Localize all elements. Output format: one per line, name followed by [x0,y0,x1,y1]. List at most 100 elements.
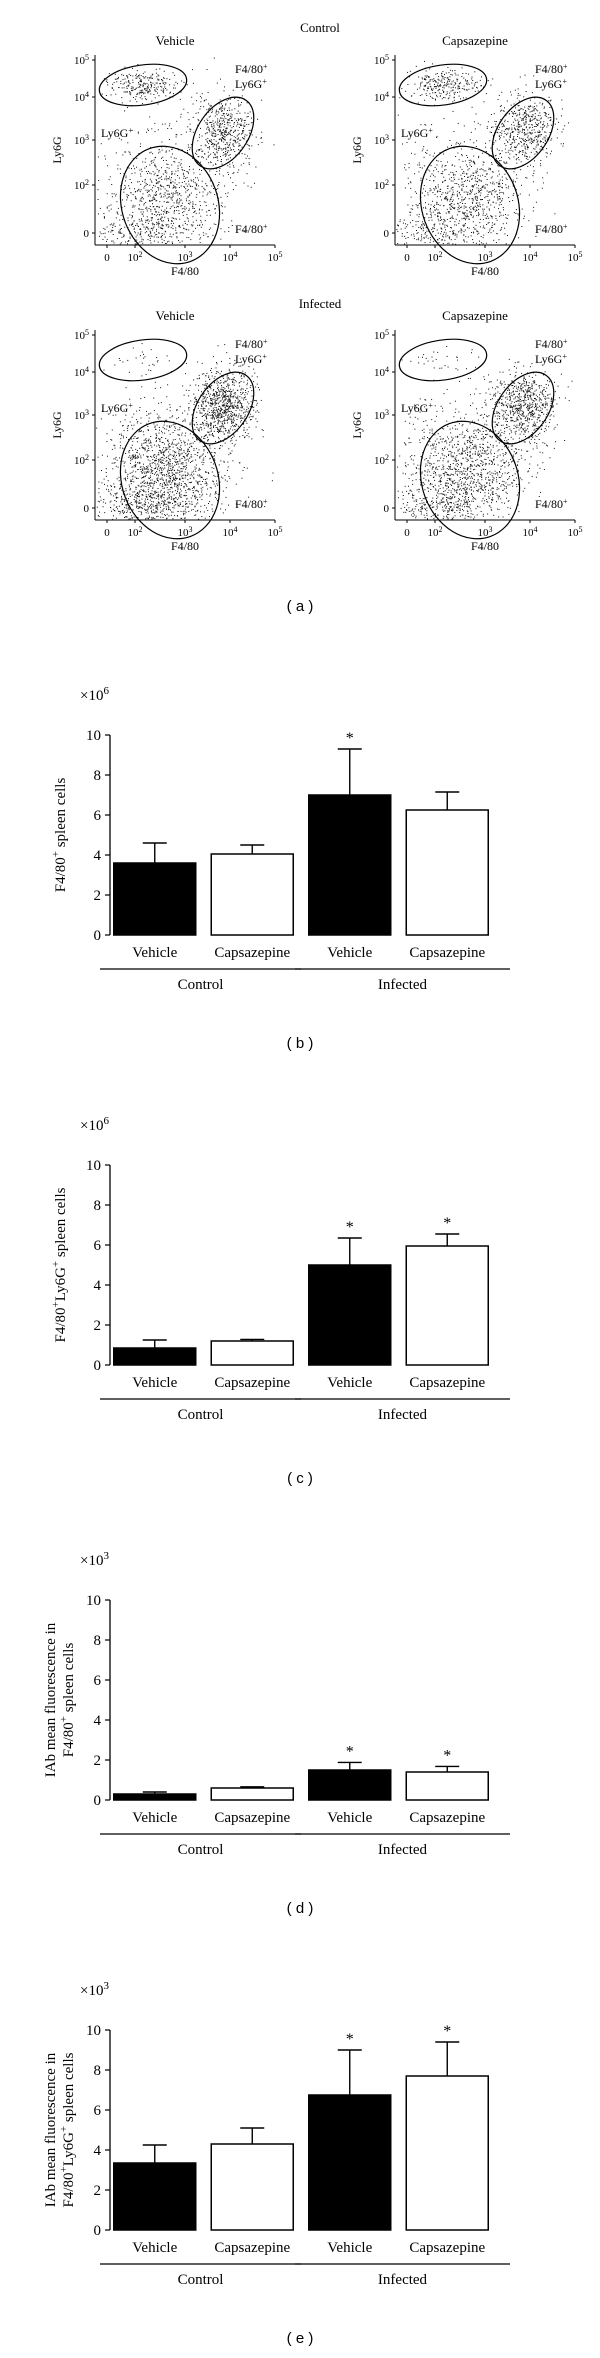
flow-dot [191,414,193,416]
flow-dot [480,242,482,244]
flow-dot [160,85,162,87]
flow-dot [531,119,533,121]
flow-dot [113,89,115,91]
flow-dot [483,234,485,236]
flow-dot [216,363,218,365]
flow-dot [138,75,140,76]
flow-dot [198,385,200,387]
flow-dot [225,147,227,149]
flow-dot [151,235,153,237]
flow-dot [111,439,113,441]
flow-dot [534,108,536,110]
flow-dot [518,114,520,116]
flow-dot [434,166,436,168]
flow-dot [164,230,166,232]
flow-dot [501,126,503,128]
flow-dot [130,92,132,94]
flow-dot [529,111,531,113]
flow-dot [236,113,238,114]
flow-dot [168,196,170,198]
flow-dot [123,490,125,492]
flow-dot [483,101,485,103]
flow-dot [487,222,489,224]
flow-dot [161,86,163,88]
flow-dot [160,196,162,198]
flow-dot [177,167,179,169]
flow-dot [231,225,233,226]
flow-dot [466,185,468,187]
flow-dot [485,170,487,172]
flow-x-tick-label: 104 [223,525,238,540]
flow-dot [463,239,465,241]
flow-dot [104,217,105,219]
flow-dot [131,206,133,208]
flow-dot [123,234,125,236]
flow-dot [156,221,158,223]
flow-dot [192,460,194,462]
flow-dot [488,208,490,210]
flow-dot [464,160,466,162]
flow-dot [516,97,518,99]
flow-dot [502,122,504,124]
flow-dot [415,224,417,226]
flow-dot [220,425,222,427]
flow-dot [172,424,174,426]
flow-dot [142,180,143,182]
flow-dot [255,166,257,168]
flow-dot [219,411,221,413]
flow-dot [208,103,209,105]
flow-dot [206,69,208,70]
flow-dot [125,180,126,182]
flow-dot [486,126,488,128]
flow-dot [132,82,134,84]
flow-dot [493,223,495,225]
flow-dot [177,149,179,151]
flow-dot [212,356,214,358]
flow-dot [229,134,231,136]
flow-dot [442,171,444,173]
flow-dot [240,392,242,393]
flow-dot [148,234,150,236]
flow-dot [474,83,476,85]
flow-dot [180,116,182,118]
flow-dot [199,201,201,203]
flow-dot [167,463,169,465]
flow-dot [227,399,229,401]
flow-dot [219,99,221,101]
flow-dot [233,382,235,384]
flow-dot [428,217,430,219]
flow-dot [171,236,173,238]
flow-dot [167,440,168,442]
flow-dot [207,147,209,149]
flow-dot [525,116,527,118]
flow-dot [237,171,239,173]
flow-dot [512,138,514,140]
flow-dot [536,141,538,143]
flow-dot [218,394,220,396]
flow-dot [460,98,461,100]
flow-dot [235,406,237,408]
flow-dot [228,390,230,392]
flow-dot [447,225,448,227]
flow-dot [189,130,191,132]
flow-dot [226,195,228,197]
flow-dot [510,94,512,96]
flow-dot [189,489,191,491]
flow-dot [231,116,233,118]
flow-dot [156,180,157,182]
flow-dot [516,177,518,179]
flow-dot [439,88,441,90]
flow-dot [161,176,162,178]
flow-dot [508,185,510,187]
flow-dot [220,139,222,141]
flow-dot [115,93,117,95]
flow-dot [211,144,213,145]
flow-dot [151,479,153,481]
flow-dot [169,123,171,125]
flow-dot [173,184,175,186]
flow-dot [176,232,178,234]
flow-dot [155,183,157,185]
flow-dot [528,139,530,141]
flow-dot [159,83,161,85]
flow-dot [132,79,134,81]
